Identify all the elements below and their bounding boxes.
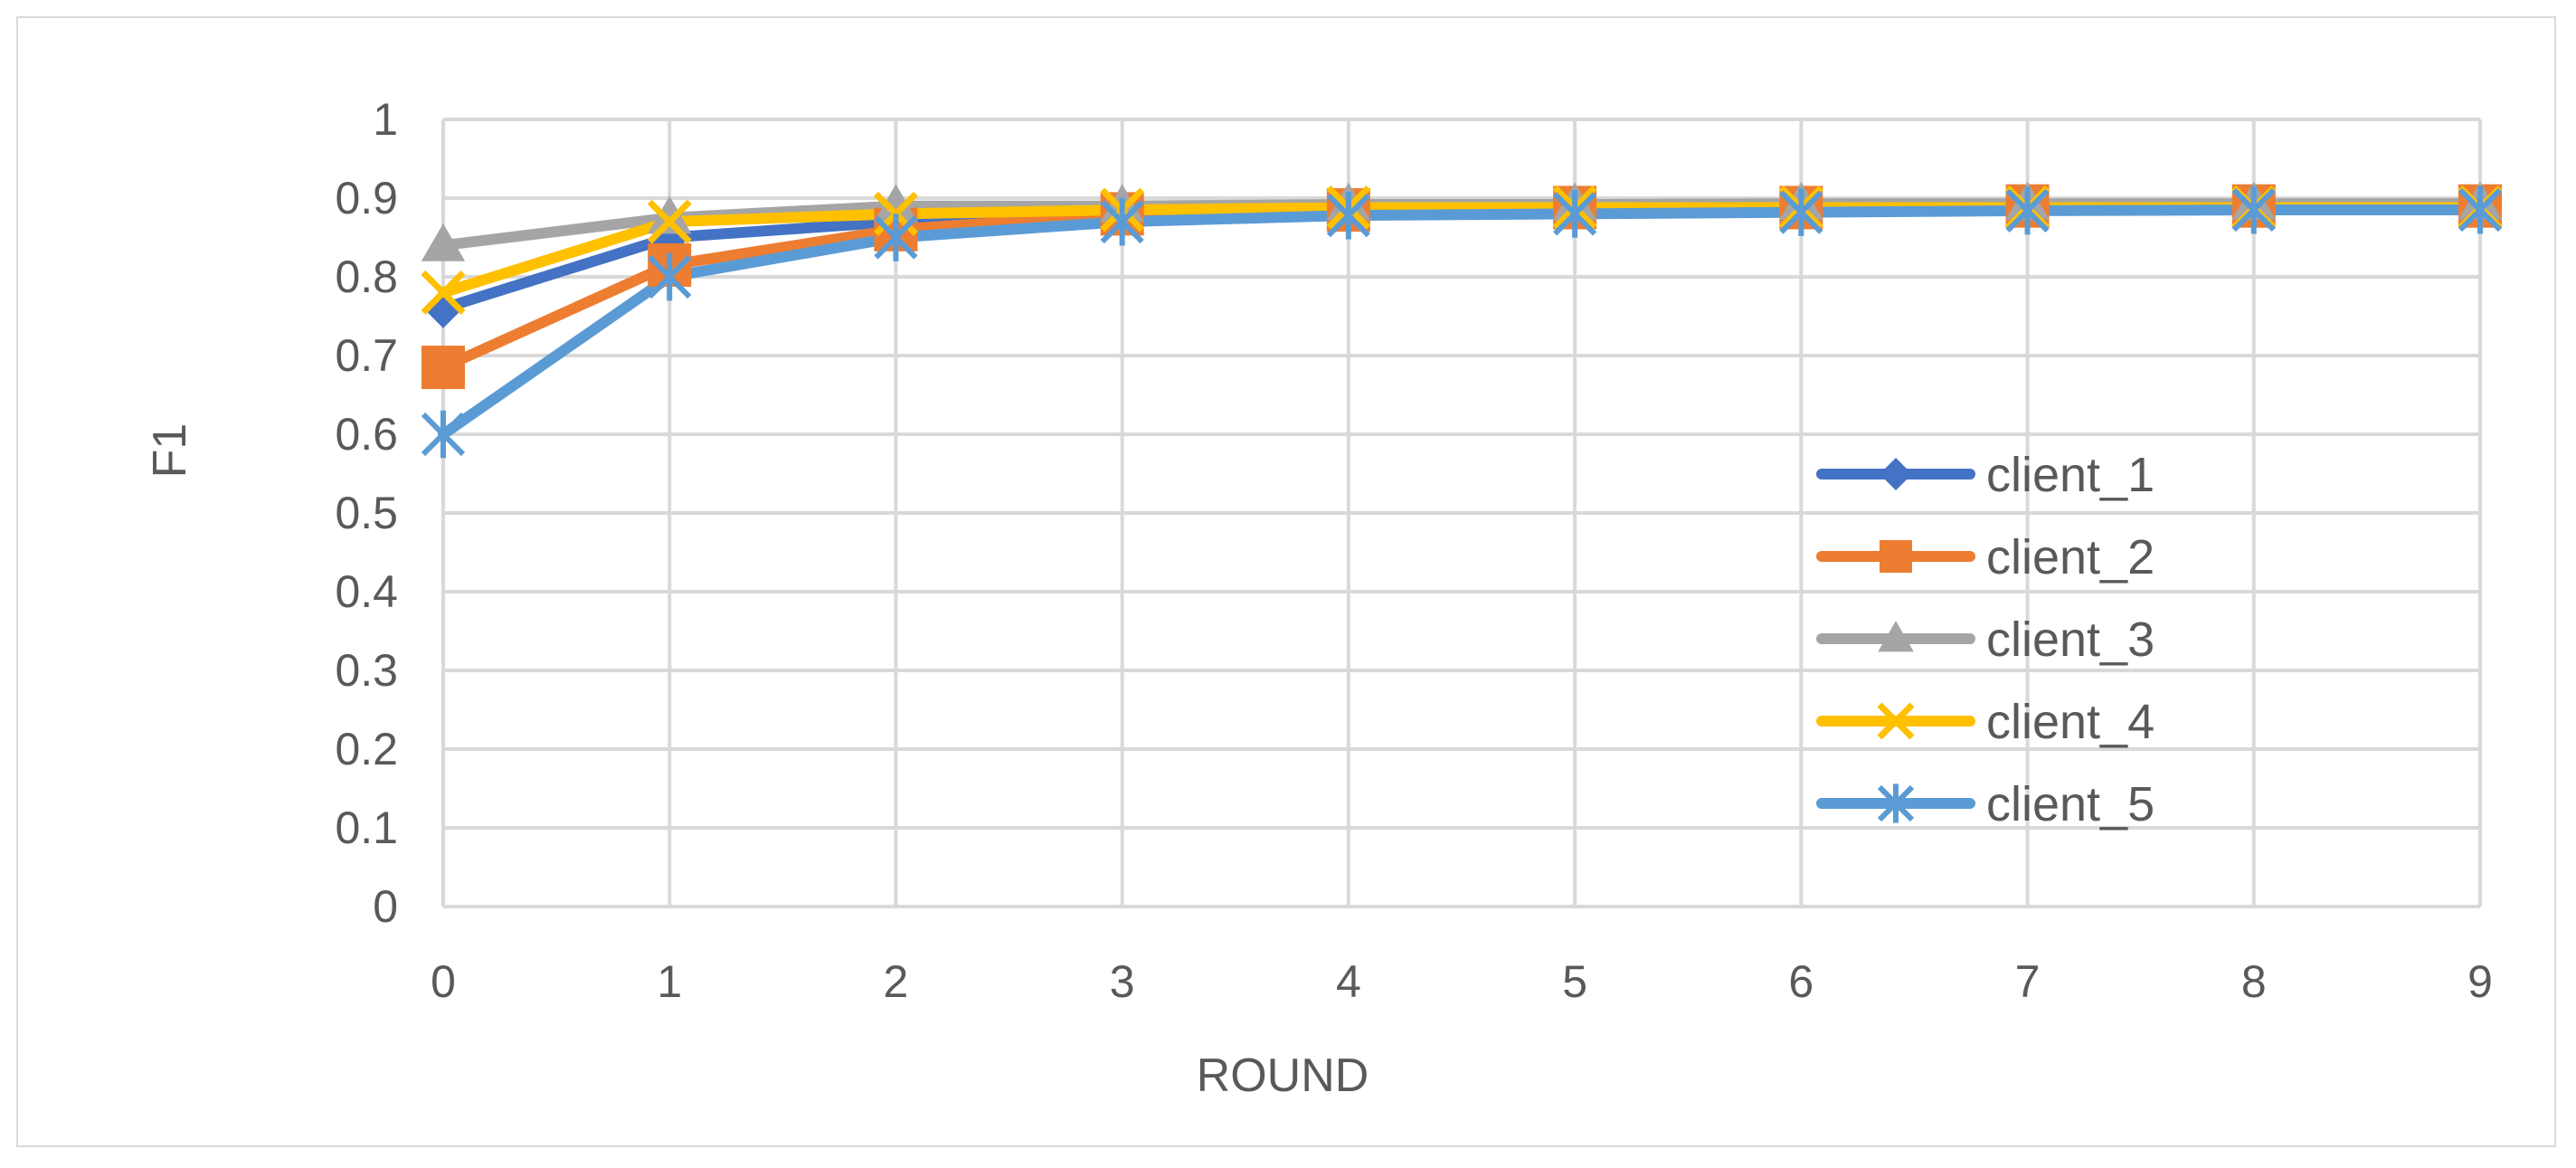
legend-marker [1877,702,1915,740]
legend-item-client_2: client_2 [1816,530,2155,584]
data-point-client_3 [421,223,466,261]
x-tick-label: 3 [1110,956,1135,1007]
legend-marker [1880,458,1912,490]
data-point-client_5 [421,410,466,459]
data-point-client_5 [2458,185,2503,234]
data-point-client_5 [1552,190,1597,238]
legend: client_1 client_2 client_3 client_4 client_5 [1816,448,2155,831]
data-point-client_2 [421,346,465,390]
x-tick-label: 0 [431,956,456,1007]
data-point-client_5 [1326,191,1371,240]
data-point-client_4 [647,199,692,244]
legend-item-client_1: client_1 [1816,448,2155,502]
data-point-client_4 [421,270,466,315]
y-tick-label: 1 [373,94,398,145]
x-axis-label: ROUND [1197,1049,1369,1102]
x-tick-label: 5 [1562,956,1587,1007]
y-tick-label: 0.5 [335,488,398,538]
marker-stroke [1877,702,1915,740]
data-point-client_5 [648,252,692,301]
data-point-client_5 [2005,186,2050,235]
legend-marker [1877,783,1915,823]
y-tick-labels: 0 0.1 0.2 0.3 0.4 0.5 0.6 0.7 0.8 0.9 1 [335,94,398,932]
y-tick-label: 0.1 [335,802,398,853]
legend-label: client_3 [1986,612,2155,667]
y-tick-label: 0.9 [335,173,398,223]
data-point-client_3 [648,195,692,234]
y-tick-label: 0.2 [335,724,398,774]
legend-label: client_1 [1986,448,2155,502]
data-point-client_5 [874,214,918,261]
y-tick-label: 0.8 [335,252,398,302]
marker-stroke [421,270,466,315]
series-line-client_5 [438,204,2486,440]
legend-item-client_5: client_5 [1816,777,2155,831]
x-tick-label: 1 [657,956,682,1007]
y-tick-label: 0.4 [335,566,398,617]
x-tick-label: 4 [1336,956,1361,1007]
x-tick-label: 2 [884,956,909,1007]
legend-label: client_5 [1986,777,2155,831]
data-point-client_5 [1100,197,1144,246]
x-tick-label: 9 [2467,956,2493,1007]
data-point-client_3 [874,184,918,223]
y-tick-label: 0.6 [335,409,398,460]
marker-stroke [647,199,692,244]
y-axis-label: F1 [144,423,196,479]
series-lines [438,198,2486,440]
legend-label: client_4 [1986,695,2155,749]
legend-marker [1880,540,1912,573]
y-tick-label: 0 [373,881,398,932]
gridlines [441,118,2482,908]
x-tick-label: 6 [1788,956,1814,1007]
legend-item-client_3: client_3 [1816,612,2155,667]
x-tick-labels: 0 1 2 3 4 5 6 7 8 9 [431,956,2493,1007]
series-markers [421,181,2503,459]
data-point-client_5 [1779,188,1823,237]
legend-item-client_4: client_4 [1816,695,2155,749]
x-tick-label: 8 [2241,956,2267,1007]
legend-marker [1878,621,1914,652]
x-tick-label: 7 [2015,956,2041,1007]
legend-label: client_2 [1986,530,2155,584]
data-point-client_5 [2231,185,2276,234]
y-tick-label: 0.7 [335,330,398,381]
y-tick-label: 0.3 [335,645,398,696]
